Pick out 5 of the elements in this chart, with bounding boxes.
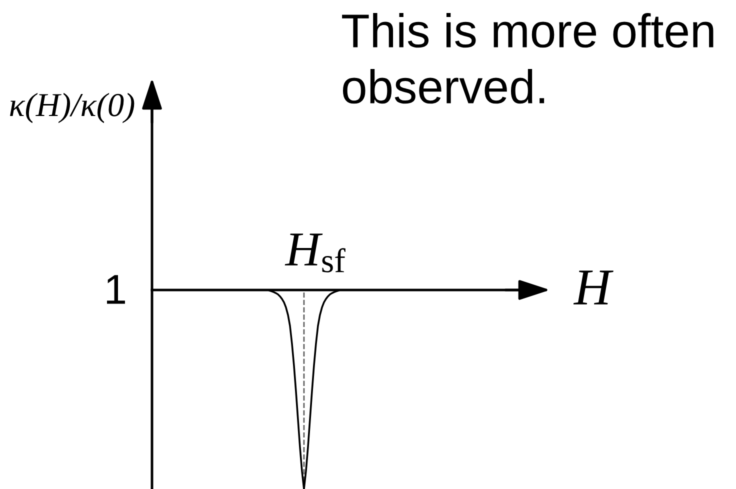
text: This is more often observed.	[342, 13, 714, 104]
text: H$_{sf}$	[284, 234, 346, 272]
x-axis-title: H	[573, 270, 614, 304]
text: κ(H)/κ(0)	[10, 92, 134, 124]
text: 1	[107, 275, 125, 304]
